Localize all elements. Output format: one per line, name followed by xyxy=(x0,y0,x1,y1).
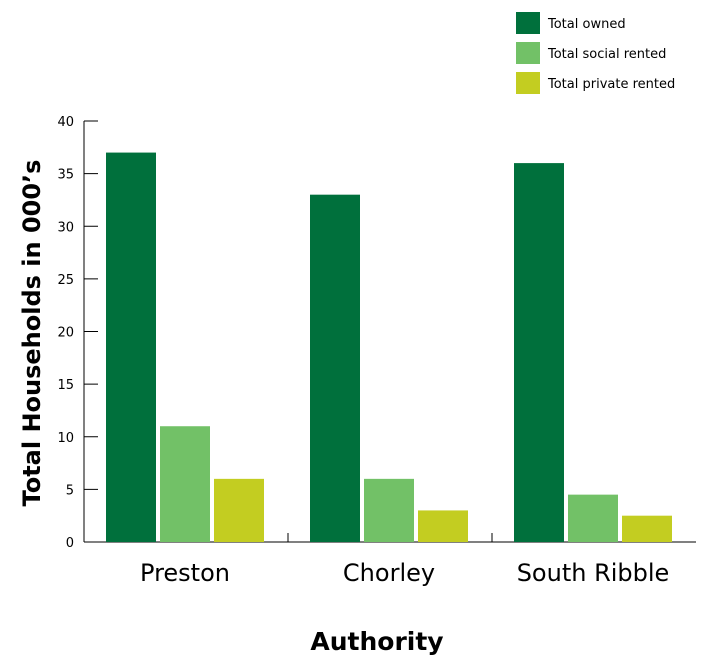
y-tick-label: 25 xyxy=(57,273,74,288)
bar-total-owned xyxy=(106,152,156,542)
x-category-label: South Ribble xyxy=(517,559,670,587)
bar-total-private-rented xyxy=(214,478,264,542)
y-tick-label: 40 xyxy=(57,115,74,130)
x-axis-title: Authority xyxy=(310,627,443,656)
legend-label: Total social rented xyxy=(547,47,666,62)
y-tick-label: 5 xyxy=(66,483,74,498)
legend-swatch xyxy=(516,42,540,64)
y-axis-title: Total Households in 000’s xyxy=(18,160,46,507)
y-axis: 0 5 10 15 20 25 30 35 40 xyxy=(57,115,98,551)
legend: Total owned Total social rented Total priv… xyxy=(516,12,675,94)
bar-total-social-rented xyxy=(160,426,210,542)
x-category-label: Chorley xyxy=(343,559,435,587)
y-tick-label: 20 xyxy=(57,326,74,341)
bar-total-social-rented xyxy=(568,494,618,542)
x-category-label: Preston xyxy=(140,559,230,587)
bar-total-owned xyxy=(310,194,360,543)
y-tick-label: 30 xyxy=(57,220,74,235)
y-tick-label: 35 xyxy=(57,168,74,183)
legend-label: Total owned xyxy=(547,17,626,32)
bar-total-private-rented xyxy=(418,510,468,542)
y-tick-label: 0 xyxy=(66,536,74,551)
y-tick-label: 10 xyxy=(57,431,74,446)
bars xyxy=(106,152,672,543)
legend-swatch xyxy=(516,72,540,94)
legend-label: Total private rented xyxy=(547,77,675,92)
legend-swatch xyxy=(516,12,540,34)
bar-total-owned xyxy=(514,163,564,542)
bar-total-private-rented xyxy=(622,515,672,542)
bar-total-social-rented xyxy=(364,478,414,542)
y-tick-label: 15 xyxy=(57,378,74,393)
